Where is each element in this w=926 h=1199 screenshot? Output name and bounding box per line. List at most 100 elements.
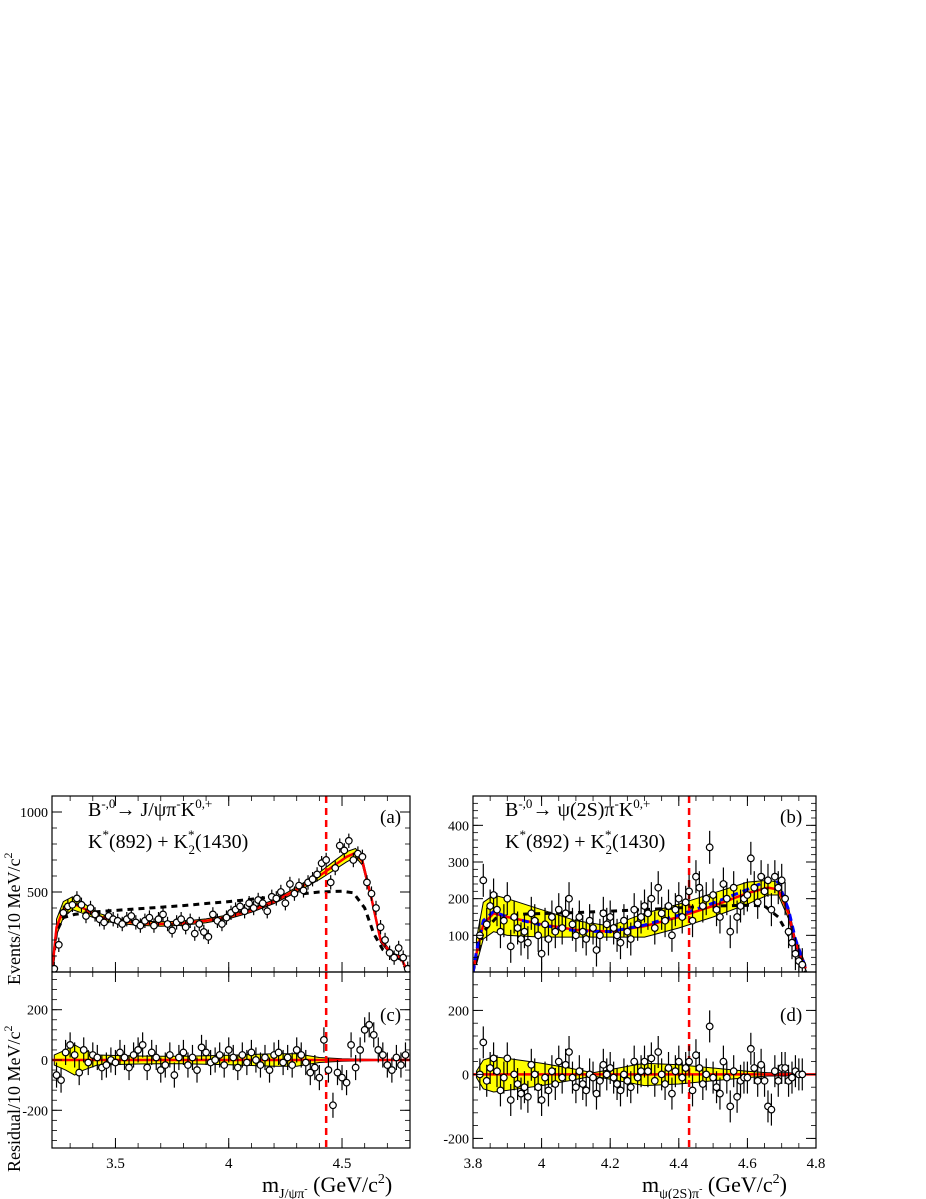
data-point	[274, 1039, 283, 1066]
data-marker	[265, 1066, 274, 1074]
data-marker	[606, 913, 615, 921]
data-marker	[774, 883, 783, 892]
data-marker	[100, 918, 109, 927]
data-point	[73, 891, 81, 906]
data-marker	[705, 843, 714, 852]
data-marker	[722, 894, 731, 903]
data-point	[360, 1017, 369, 1043]
data-point	[82, 908, 90, 924]
data-marker	[620, 1070, 628, 1079]
data-point	[757, 1048, 766, 1081]
data-marker	[609, 924, 618, 932]
data-marker	[156, 1066, 165, 1074]
data-marker	[482, 920, 491, 929]
data-marker	[671, 905, 680, 914]
data-point	[367, 886, 376, 901]
data-marker	[331, 864, 340, 872]
data-marker	[190, 929, 199, 938]
panel-c-x-axis-label: mJ/ψπ- (GeV/c2)	[262, 1172, 392, 1199]
data-marker	[678, 1073, 687, 1082]
data-marker	[716, 1089, 724, 1098]
data-point	[623, 1064, 632, 1097]
data-point	[722, 882, 731, 916]
data-marker	[263, 907, 272, 916]
data-point	[499, 1061, 508, 1094]
data-marker	[681, 1064, 690, 1072]
data-point	[168, 923, 176, 938]
data-point	[193, 1057, 201, 1083]
data-marker	[510, 913, 519, 921]
data-point	[369, 1022, 378, 1048]
data-marker	[496, 1086, 505, 1095]
data-marker	[347, 1041, 355, 1049]
data-marker	[596, 931, 604, 940]
data-marker	[163, 920, 172, 928]
data-point	[403, 961, 410, 972]
data-marker	[383, 1061, 392, 1069]
data-point	[633, 907, 642, 941]
data-marker	[709, 1073, 717, 1082]
data-marker	[616, 1086, 625, 1095]
data-marker	[712, 1083, 721, 1092]
data-point	[195, 916, 204, 932]
data-point	[376, 920, 385, 935]
data-marker	[698, 902, 707, 910]
data-marker	[499, 916, 508, 925]
data-point	[705, 1010, 714, 1043]
data-point	[154, 912, 163, 927]
data-point	[310, 1054, 319, 1081]
data-point	[685, 1045, 693, 1078]
data-marker	[57, 1076, 65, 1085]
data-marker	[685, 887, 693, 896]
data-point	[324, 1057, 333, 1083]
data-marker	[111, 1058, 120, 1067]
data-marker	[568, 1073, 577, 1082]
x-tick-label: 4.2	[601, 1156, 620, 1172]
data-marker	[692, 872, 700, 881]
data-marker	[770, 872, 779, 881]
data-point	[161, 1052, 170, 1078]
data-point	[798, 1058, 807, 1091]
panel-a-title-line1: B-,0→ J/ψπ-K0,+	[88, 796, 212, 821]
data-marker	[342, 1078, 351, 1087]
data-marker	[503, 1054, 512, 1063]
data-marker	[774, 1076, 783, 1085]
data-marker	[159, 910, 167, 919]
data-point	[116, 1039, 124, 1066]
no-exotic-curve-a	[52, 889, 410, 972]
data-marker	[606, 1064, 615, 1072]
y-tick-label: -200	[22, 1104, 48, 1119]
data-point	[52, 1062, 61, 1088]
data-marker	[258, 899, 267, 908]
data-point	[630, 1045, 639, 1078]
data-marker	[129, 1051, 138, 1059]
data-marker	[664, 1064, 673, 1072]
y-tick-label: 0	[41, 1054, 48, 1069]
data-point	[286, 876, 294, 892]
data-marker	[233, 1063, 242, 1072]
data-point	[661, 904, 669, 938]
data-point	[753, 885, 762, 919]
data-point	[551, 1068, 560, 1100]
data-marker	[743, 891, 752, 899]
data-marker	[77, 900, 86, 909]
plot-area-d	[473, 972, 816, 1148]
data-point	[493, 893, 501, 927]
data-marker	[59, 908, 68, 917]
data-point	[197, 1034, 206, 1060]
data-point	[329, 1092, 337, 1118]
data-marker	[125, 1063, 133, 1072]
data-point	[299, 883, 308, 898]
data-marker	[746, 1044, 755, 1053]
data-point	[93, 1044, 102, 1071]
data-point	[561, 1048, 570, 1081]
data-marker	[578, 1080, 587, 1088]
data-marker	[633, 920, 642, 929]
data-marker	[54, 940, 63, 949]
data-point	[152, 1044, 161, 1071]
data-point	[613, 1068, 621, 1100]
data-point	[523, 926, 532, 960]
data-point	[788, 1061, 796, 1094]
data-marker	[770, 1067, 779, 1076]
data-point	[578, 1068, 587, 1100]
